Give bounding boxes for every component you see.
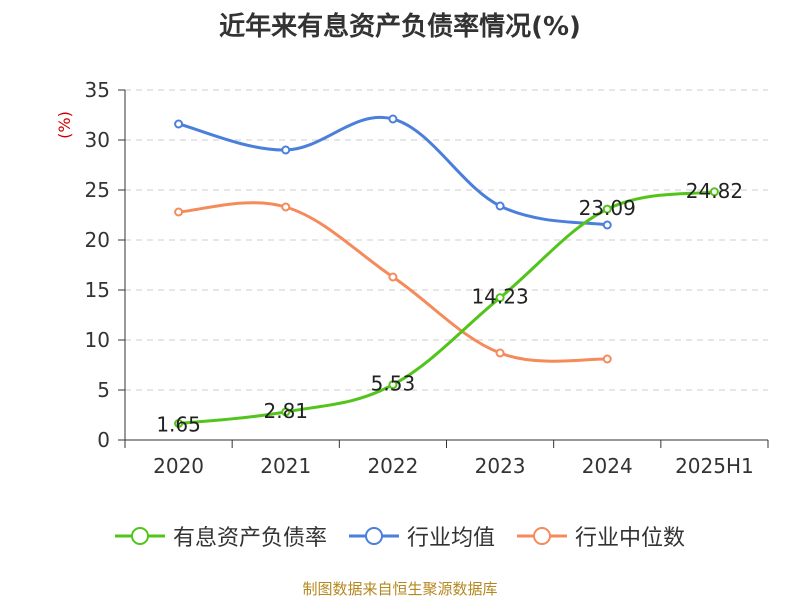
data-point-debt-ratio-2024 xyxy=(602,204,612,214)
data-label-debt-ratio-2025H1: 24.82 xyxy=(686,179,743,203)
data-point-industry-avg-2023 xyxy=(495,201,505,211)
data-label-debt-ratio-2024: 23.09 xyxy=(579,196,636,220)
legend-label-debt-ratio: 有息资产负债率 xyxy=(172,526,327,551)
x-tick-label-2025H1: 2025H1 xyxy=(675,454,754,478)
y-tick-label-20: 20 xyxy=(85,228,110,252)
data-point-debt-ratio-2020 xyxy=(174,419,184,428)
data-point-industry-avg-2020 xyxy=(174,119,184,129)
legend: 有息资产负债率 行业均值 行业中位数 xyxy=(0,516,800,556)
y-axis-unit: (%) xyxy=(55,111,74,139)
y-tick-label-0: 0 xyxy=(97,428,110,452)
data-label-debt-ratio-2022: 5.53 xyxy=(371,372,416,396)
data-point-industry-median-2021 xyxy=(281,202,291,212)
y-tick-label-25: 25 xyxy=(85,178,110,202)
legend-item-industry-median[interactable]: 行业中位数 xyxy=(517,520,685,552)
source-note: 制图数据来自恒生聚源数据库 xyxy=(302,580,498,598)
x-tick-label-2024: 2024 xyxy=(582,454,633,478)
data-label-debt-ratio-2021: 2.81 xyxy=(263,399,308,423)
x-tick-label-2020: 2020 xyxy=(153,454,204,478)
y-tick-label-5: 5 xyxy=(97,378,110,402)
y-tick-label-35: 35 xyxy=(85,78,110,102)
legend-label-industry-avg: 行业均值 xyxy=(406,526,495,551)
legend-marker-debt-ratio xyxy=(114,527,165,545)
data-point-debt-ratio-2022 xyxy=(388,380,398,390)
y-tick-label-15: 15 xyxy=(85,278,110,302)
x-tick-label-2023: 2023 xyxy=(475,454,526,478)
series-line-industry-avg xyxy=(178,115,608,227)
legend-marker-industry-avg xyxy=(348,527,399,545)
data-point-industry-avg-2022 xyxy=(388,114,398,124)
data-point-industry-median-2023 xyxy=(495,348,505,358)
legend-item-debt-ratio[interactable]: 有息资产负债率 xyxy=(114,520,327,552)
y-tick-label-10: 10 xyxy=(85,328,110,352)
data-point-industry-median-2024 xyxy=(602,354,612,364)
y-tick-label-30: 30 xyxy=(85,128,110,152)
data-point-industry-avg-2024 xyxy=(602,220,612,230)
legend-label-industry-median: 行业中位数 xyxy=(575,526,686,551)
series-line-debt-ratio xyxy=(178,190,715,425)
data-point-industry-avg-2021 xyxy=(281,145,291,155)
data-point-industry-median-2020 xyxy=(174,207,184,217)
legend-item-industry-avg[interactable]: 行业均值 xyxy=(348,520,495,552)
data-point-debt-ratio-2021 xyxy=(281,407,291,417)
data-point-industry-median-2022 xyxy=(388,272,398,282)
data-label-debt-ratio-2023: 14.23 xyxy=(471,285,528,309)
legend-marker-industry-median xyxy=(517,527,567,545)
data-point-debt-ratio-2025H1 xyxy=(709,187,719,197)
x-tick-label-2022: 2022 xyxy=(367,454,418,478)
series-line-industry-median xyxy=(178,201,608,363)
x-tick-label-2021: 2021 xyxy=(260,454,311,478)
chart-title: 近年来有息资产负债率情况(%) xyxy=(219,12,581,42)
data-point-debt-ratio-2023 xyxy=(495,293,505,303)
data-label-debt-ratio-2020: 1.65 xyxy=(156,413,201,437)
